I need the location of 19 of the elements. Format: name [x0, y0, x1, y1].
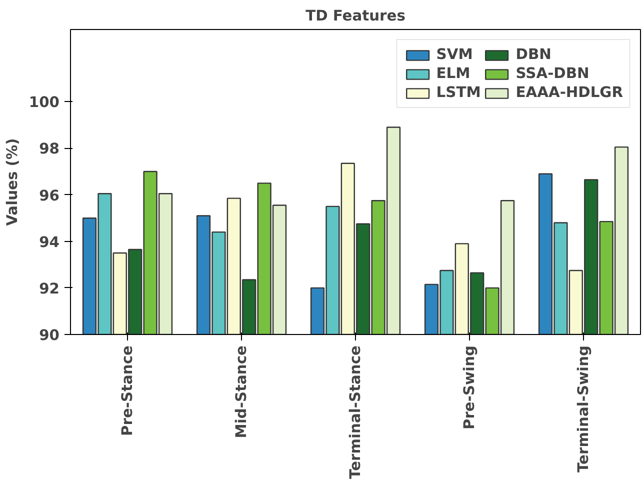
legend-label: ELM: [436, 65, 470, 82]
chart-title: TD Features: [306, 8, 406, 24]
x-tick-label: Terminal-Swing: [575, 345, 592, 472]
y-tick-label: 96: [39, 187, 60, 204]
x-tick-label: Pre-Swing: [461, 345, 478, 430]
x-tick-label: Mid-Stance: [233, 345, 250, 438]
legend-label: SVM: [436, 46, 473, 63]
y-tick-label: 90: [39, 327, 60, 344]
legend-label: LSTM: [436, 84, 481, 101]
y-tick-label: 92: [39, 280, 60, 298]
y-tick-label: 94: [39, 234, 60, 251]
legend-label: SSA-DBN: [516, 65, 590, 82]
y-tick-label: 100: [28, 94, 60, 112]
y-tick-label: 98: [39, 140, 60, 158]
x-tick-label: Pre-Stance: [119, 345, 136, 436]
y-axis-title: Values (%): [4, 138, 21, 226]
legend-label: EAAA-HDLGR: [516, 84, 623, 101]
x-tick-label: Terminal-Stance: [347, 345, 364, 479]
legend-label: DBN: [516, 46, 552, 63]
